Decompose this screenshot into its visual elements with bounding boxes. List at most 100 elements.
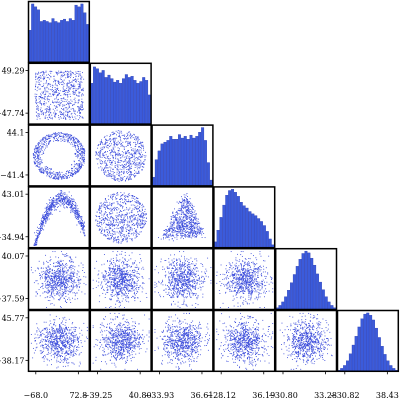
scatter-point [72, 137, 74, 139]
scatter-point [38, 235, 40, 237]
scatter-point [36, 106, 38, 107]
scatter-point [121, 166, 123, 168]
scatter-point [124, 196, 126, 198]
scatter-point [112, 195, 114, 197]
scatter-point [132, 204, 134, 206]
scatter-point [141, 214, 143, 216]
scatter-point [134, 148, 136, 150]
scatter-point [46, 280, 48, 282]
scatter-point [124, 224, 125, 226]
scatter-point [125, 152, 127, 154]
scatter-point [55, 140, 57, 141]
scatter-point [134, 164, 136, 166]
scatter-panel-r3-c2 [95, 130, 147, 182]
scatter-point [37, 157, 39, 159]
scatter-point [101, 149, 103, 150]
scatter-point [137, 208, 139, 210]
scatter-point [110, 221, 112, 223]
scatter-point [56, 85, 58, 87]
scatter-point [142, 216, 144, 218]
scatter-point [41, 98, 43, 100]
scatter-point [71, 100, 73, 102]
scatter-point [77, 106, 79, 107]
scatter-point [99, 207, 101, 209]
scatter-point [79, 83, 80, 85]
scatter-point [67, 274, 69, 276]
scatter-point [140, 220, 142, 222]
scatter-point [187, 202, 189, 204]
scatter-point [72, 168, 74, 170]
scatter-point [187, 216, 188, 217]
scatter-point [66, 255, 68, 257]
scatter-point [78, 167, 80, 169]
scatter-point [69, 207, 71, 208]
scatter-point [123, 171, 125, 173]
scatter-point [61, 197, 63, 199]
scatter-point [176, 234, 178, 236]
scatter-point [111, 151, 112, 153]
scatter-point [38, 88, 40, 90]
scatter-point [132, 197, 134, 199]
scatter-point [81, 144, 83, 146]
scatter-point [82, 160, 84, 162]
scatter-point [73, 282, 75, 284]
scatter-point [82, 225, 84, 227]
scatter-point [133, 214, 135, 216]
scatter-point [49, 75, 51, 76]
scatter-point [54, 280, 56, 282]
scatter-point [46, 296, 48, 298]
scatter-point [46, 213, 48, 214]
scatter-point [81, 166, 82, 168]
scatter-point [131, 210, 133, 212]
scatter-point [75, 137, 77, 139]
scatter-point [67, 102, 69, 104]
scatter-point [107, 164, 109, 166]
scatter-point [183, 212, 184, 214]
scatter-point [114, 154, 116, 156]
scatter-point [81, 117, 83, 119]
scatter-point [40, 94, 42, 96]
scatter-point [108, 224, 110, 225]
scatter-point [74, 154, 76, 155]
scatter-point [56, 101, 58, 103]
scatter-point [44, 272, 46, 273]
scatter-point [56, 275, 58, 277]
scatter-point [46, 173, 48, 175]
scatter-point [45, 278, 47, 280]
scatter-point [61, 71, 63, 73]
scatter-point [45, 212, 47, 213]
scatter-point [71, 290, 73, 292]
scatter-point [113, 231, 115, 233]
scatter-point [125, 151, 127, 153]
scatter-point [126, 224, 128, 226]
scatter-point [125, 179, 126, 181]
scatter-point [129, 222, 131, 224]
scatter-point [79, 142, 81, 144]
scatter-point [190, 222, 192, 224]
scatter-point [139, 219, 141, 221]
scatter-point [197, 232, 199, 234]
scatter-point [37, 116, 39, 118]
scatter-point [37, 77, 39, 79]
scatter-point [79, 217, 81, 219]
scatter-point [112, 217, 114, 219]
scatter-point [74, 292, 75, 294]
scatter-point [44, 216, 46, 218]
scatter-point [165, 235, 167, 237]
scatter-point [178, 232, 180, 234]
scatter-point [42, 147, 44, 149]
scatter-point [127, 272, 129, 274]
scatter-point [198, 228, 200, 230]
scatter-point [66, 171, 67, 173]
scatter-point [83, 157, 85, 159]
scatter-point [137, 137, 139, 139]
scatter-point [56, 195, 58, 197]
scatter-point [41, 172, 43, 174]
scatter-point [67, 199, 69, 201]
scatter-point [48, 218, 50, 220]
scatter-point [125, 137, 126, 139]
scatter-point [56, 84, 58, 86]
scatter-point [181, 203, 183, 205]
scatter-point [65, 91, 67, 93]
scatter-point [55, 279, 57, 281]
